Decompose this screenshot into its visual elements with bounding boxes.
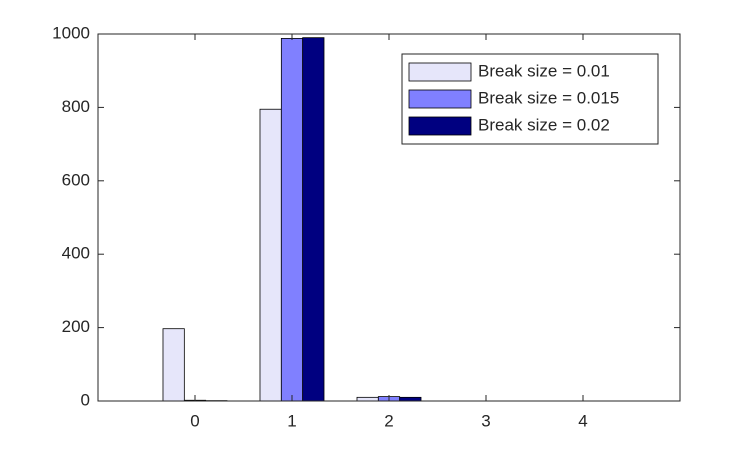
legend-label: Break size = 0.01 xyxy=(478,61,610,80)
y-tick-label: 0 xyxy=(81,390,90,409)
y-tick-label: 200 xyxy=(62,317,90,336)
bar xyxy=(259,108,282,401)
bar xyxy=(399,396,422,401)
x-tick-label: 0 xyxy=(190,411,199,430)
legend-swatch xyxy=(408,89,472,109)
bar xyxy=(302,37,325,401)
bar xyxy=(162,328,185,401)
x-tick-label: 3 xyxy=(481,411,490,430)
y-tick-label: 400 xyxy=(62,244,90,263)
y-tick-label: 1000 xyxy=(52,23,90,42)
x-tick-label: 2 xyxy=(384,411,393,430)
legend-label: Break size = 0.02 xyxy=(478,115,610,134)
y-tick-label: 600 xyxy=(62,170,90,189)
bar xyxy=(356,396,379,401)
y-tick-label: 800 xyxy=(62,97,90,116)
legend-label: Break size = 0.015 xyxy=(478,88,619,107)
x-tick-label: 1 xyxy=(287,411,296,430)
legend-swatch xyxy=(408,62,472,82)
x-tick-label: 4 xyxy=(578,411,587,430)
bars xyxy=(162,37,422,401)
legend-swatch xyxy=(408,116,472,136)
bar xyxy=(280,38,304,401)
